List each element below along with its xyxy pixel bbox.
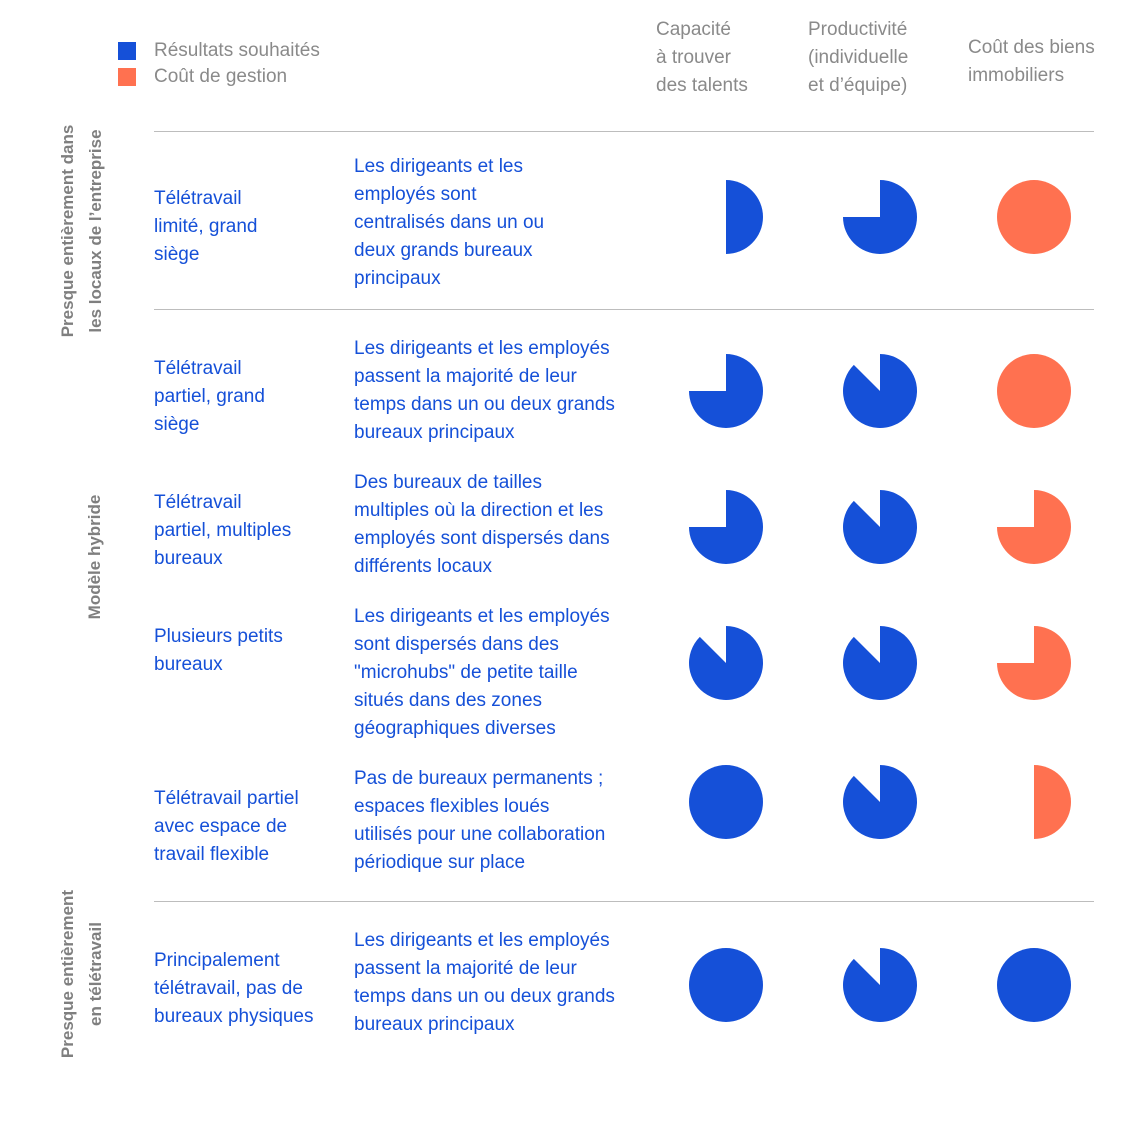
pie-row-6-talent [689,948,763,1022]
row-description: Les dirigeants et les employés sont disp… [354,606,610,739]
pie-row-2-productivity [843,354,918,428]
pie-row-4-real-estate [997,626,1071,700]
divider [154,901,1094,902]
pie-row-2-real-estate [997,354,1071,428]
row-title: Télétravail limité, grand siège [154,188,258,265]
pie-row-1-real-estate [997,180,1071,254]
row-description: Les dirigeants et les employés passent l… [354,930,615,1035]
pie-row-6-productivity [843,948,918,1022]
pie-row-3-productivity [843,489,918,564]
row-title: Télétravail partiel avec espace de trava… [154,788,299,865]
row-description: Des bureaux de tailles multiples où la d… [354,472,610,577]
pie-row-5-talent [689,765,763,839]
divider [154,131,1094,132]
pie-row-3-talent [689,490,763,564]
pie-row-5-productivity [843,765,918,839]
pie-row-2-talent [689,354,763,428]
row-description: Les dirigeants et les employés sont cent… [354,156,545,289]
legend-label: Résultats souhaités [154,40,320,61]
row-title: Télétravail partiel, grand siège [154,358,265,435]
row-title: Plusieurs petits bureaux [154,626,283,675]
pie-row-1-productivity [843,180,917,254]
pie-row-5-real-estate [1034,765,1071,839]
column-header-productivity: Productivité (individuelle et d’équipe) [808,19,909,96]
pie-row-6-real-estate [997,948,1071,1022]
column-header-talent: Capacité à trouver des talents [656,19,748,96]
row-description: Pas de bureaux permanents ; espaces flex… [354,768,606,873]
row-description: Les dirigeants et les employés passent l… [354,338,615,443]
row-title: Télétravail partiel, multiples bureaux [154,492,292,569]
legend-label: Coût de gestion [154,66,288,87]
pie-row-4-productivity [843,626,918,701]
legend-swatch-blue [118,42,136,60]
row-title: Principalement télétravail, pas de burea… [154,950,314,1027]
pie-row-3-real-estate [997,490,1071,564]
column-header-real-estate: Coût des biens immobiliers [968,37,1095,86]
pie-row-4-talent [689,626,764,700]
divider [154,309,1094,310]
pie-row-1-talent [726,180,763,254]
legend-swatch-orange [118,68,136,86]
